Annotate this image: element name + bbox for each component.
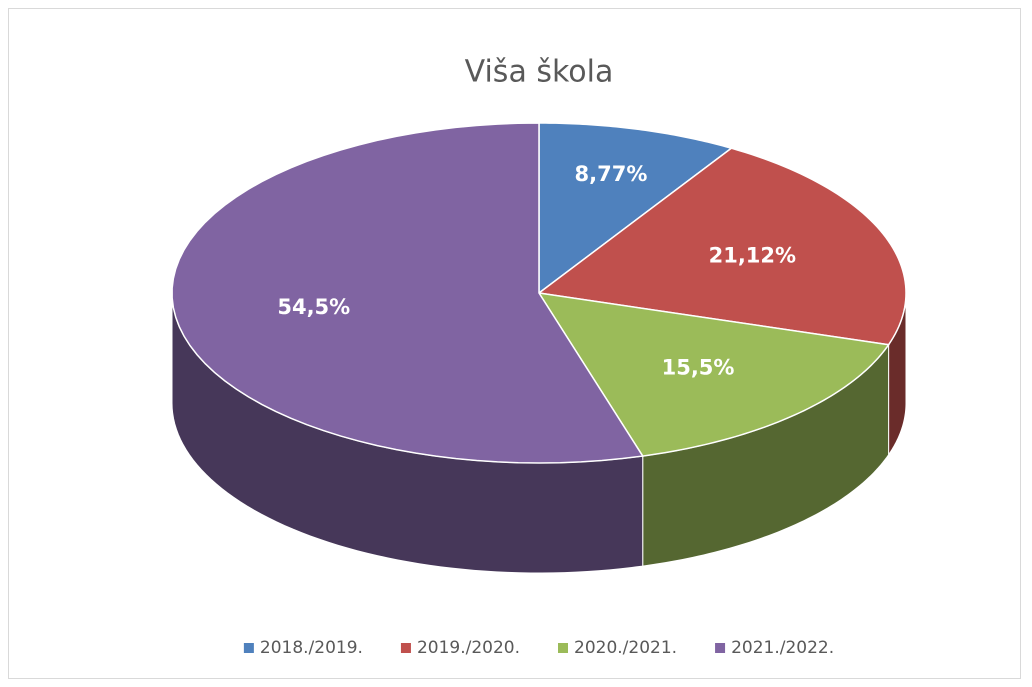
data-label: 54,5% — [277, 295, 350, 319]
legend-label: 2019./2020. — [417, 638, 520, 658]
legend-swatch — [243, 643, 254, 653]
slice — [538, 122, 734, 295]
legend-label: 2021./2022. — [731, 638, 834, 658]
slice — [537, 147, 907, 346]
legend-label: 2018./2019. — [260, 638, 363, 658]
data-label: 8,77% — [575, 162, 648, 186]
legend-label: 2020./2021. — [574, 638, 677, 658]
legend-swatch — [715, 643, 726, 653]
data-label: 21,12% — [709, 243, 796, 267]
slice — [537, 292, 890, 457]
data-label: 15,5% — [662, 355, 735, 379]
chart-title: Viša škola — [465, 55, 614, 90]
legend-swatch — [558, 643, 568, 653]
legend-swatch — [400, 643, 411, 653]
slice — [171, 122, 644, 464]
